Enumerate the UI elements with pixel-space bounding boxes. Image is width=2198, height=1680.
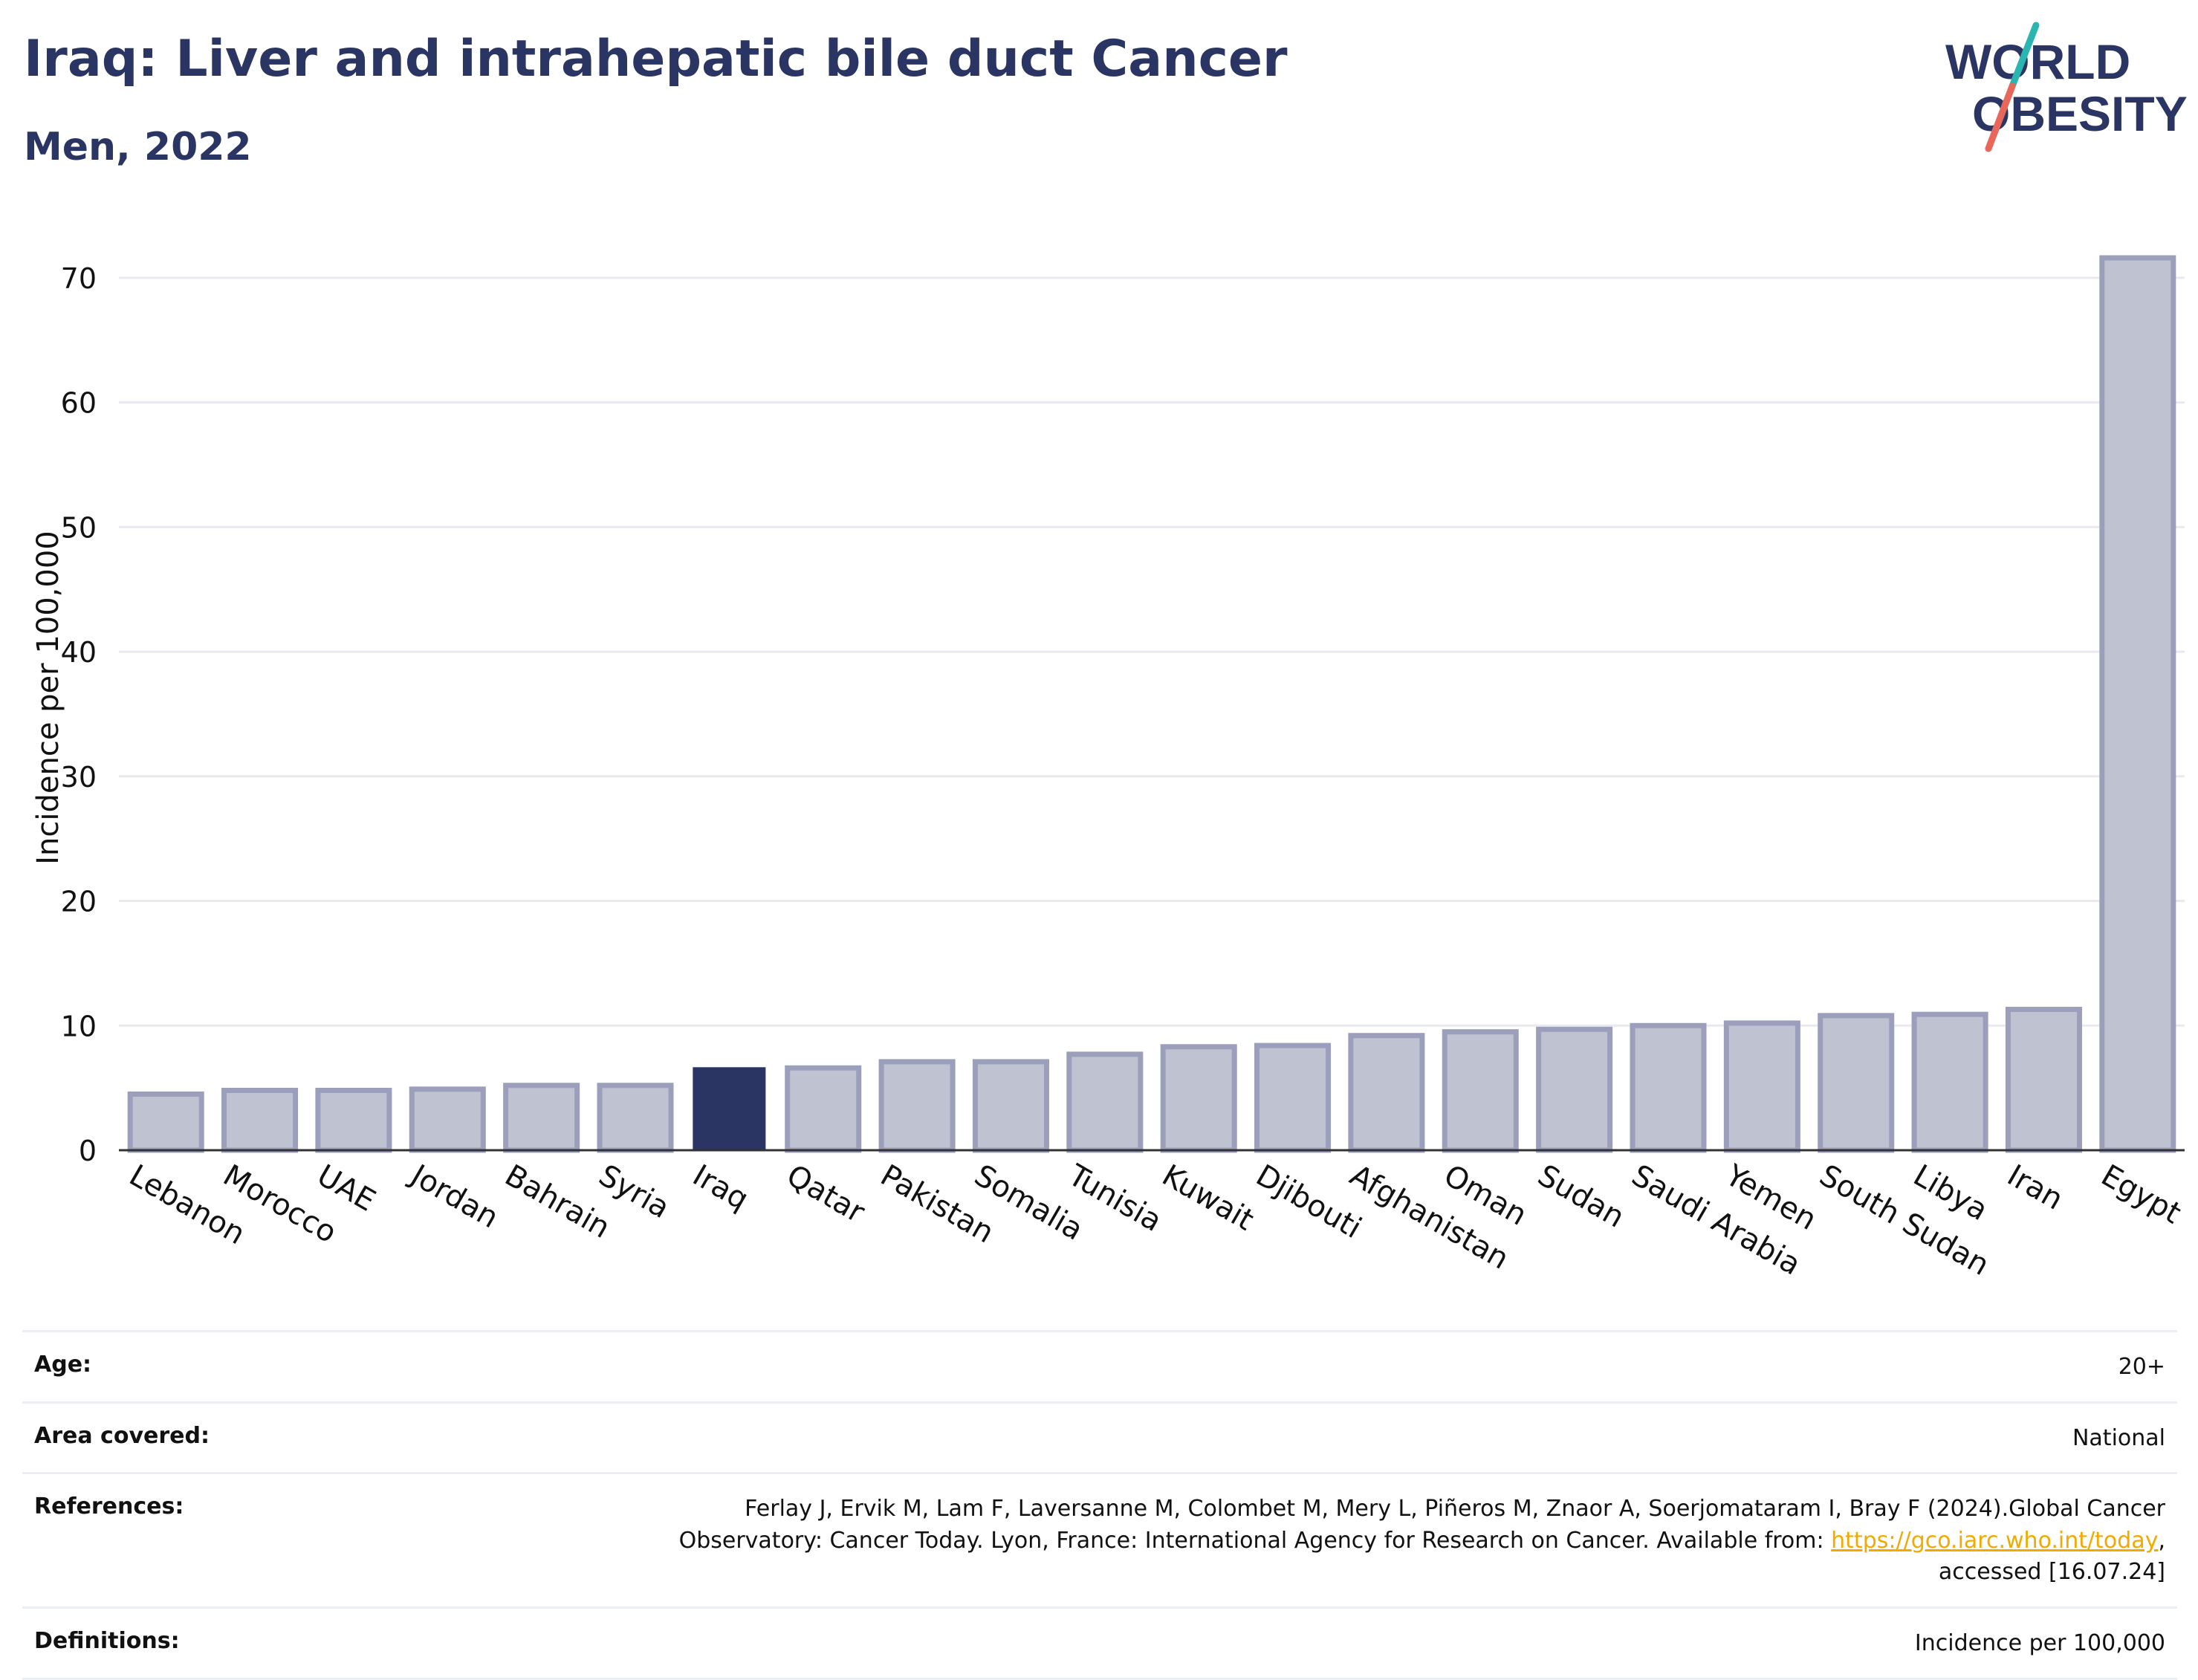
references-line1: Ferlay J, Ervik M, Lam F, Laversanne M, … bbox=[745, 1496, 2165, 1522]
bar-south-sudan bbox=[1818, 1013, 1895, 1153]
bar-yemen bbox=[1723, 1020, 1800, 1153]
area-covered-label: Area covered: bbox=[34, 1422, 210, 1449]
bar-bahrain bbox=[503, 1083, 580, 1153]
grid-lines bbox=[119, 276, 2185, 1027]
bar-egypt bbox=[2099, 255, 2176, 1153]
references-link[interactable]: https://gco.iarc.who.int/today bbox=[1831, 1527, 2159, 1554]
bar-afghanistan bbox=[1348, 1033, 1425, 1153]
age-label: Age: bbox=[34, 1352, 92, 1378]
world-obesity-logo: WORLD OBESITY bbox=[1945, 22, 2188, 152]
y-axis-ticks: 0 10 20 30 40 50 60 70 bbox=[61, 262, 97, 1167]
meta-row-references: References: Ferlay J, Ervik M, Lam F, La… bbox=[22, 1472, 2177, 1606]
bar-libya bbox=[1911, 1011, 1988, 1153]
x-tick-label: Iraq bbox=[687, 1158, 754, 1217]
bar-sudan bbox=[1536, 1026, 1613, 1153]
references-line2-suffix: , bbox=[2158, 1527, 2165, 1554]
meta-row-age: Age: 20+ bbox=[22, 1330, 2177, 1401]
logo-text-world: WORLD bbox=[1945, 34, 2130, 89]
bar-pakistan bbox=[878, 1059, 956, 1153]
chart-subtitle: Men, 2022 bbox=[24, 125, 252, 169]
y-tick-label: 60 bbox=[61, 387, 97, 420]
y-tick-label: 40 bbox=[61, 636, 97, 669]
y-tick-label: 20 bbox=[61, 886, 97, 918]
y-tick-label: 10 bbox=[61, 1010, 97, 1042]
references-value: Ferlay J, Ervik M, Lam F, Laversanne M, … bbox=[679, 1493, 2165, 1589]
references-line3: accessed [16.07.24] bbox=[1938, 1559, 2165, 1586]
area-covered-value: National bbox=[2072, 1424, 2165, 1451]
bars bbox=[127, 255, 2176, 1153]
bar-iran bbox=[2005, 1006, 2082, 1153]
bar-lebanon bbox=[127, 1092, 204, 1153]
bar-saudi-arabia bbox=[1630, 1022, 1707, 1153]
bar-qatar bbox=[785, 1065, 862, 1153]
bar-oman bbox=[1442, 1029, 1519, 1153]
chart-title: Iraq: Liver and intrahepatic bile duct C… bbox=[24, 30, 1288, 88]
x-tick-label: Afghanistan bbox=[1344, 1158, 1514, 1277]
y-tick-label: 30 bbox=[61, 761, 97, 794]
logo-slash-bottom bbox=[1985, 82, 2016, 152]
x-tick-label: Jordan bbox=[403, 1157, 505, 1235]
y-tick-label: 70 bbox=[61, 262, 97, 295]
references-label: References: bbox=[34, 1493, 184, 1520]
x-tick-label: Sudan bbox=[1532, 1158, 1630, 1235]
x-tick-label: Egypt bbox=[2095, 1158, 2187, 1231]
definitions-value: Incidence per 100,000 bbox=[1914, 1629, 2165, 1656]
meta-row-definitions: Definitions: Incidence per 100,000 bbox=[22, 1606, 2177, 1680]
x-tick-label: Qatar bbox=[781, 1158, 871, 1230]
bar-tunisia bbox=[1066, 1051, 1144, 1153]
x-tick-label: Iran bbox=[2001, 1158, 2069, 1217]
y-tick-label: 0 bbox=[79, 1135, 97, 1167]
bar-syria bbox=[597, 1083, 674, 1153]
y-axis-label: Incidence per 100,000 bbox=[31, 531, 65, 865]
x-tick-label: Bahrain bbox=[499, 1158, 616, 1245]
bar-jordan bbox=[409, 1086, 486, 1153]
bar-iraq bbox=[693, 1067, 766, 1152]
bar-djibouti bbox=[1254, 1042, 1332, 1153]
y-tick-label: 50 bbox=[61, 511, 97, 544]
x-tick-label: Djibouti bbox=[1251, 1158, 1367, 1245]
bar-kuwait bbox=[1160, 1044, 1237, 1153]
age-value: 20+ bbox=[2118, 1354, 2165, 1380]
meta-row-area: Area covered: National bbox=[22, 1401, 2177, 1473]
logo-slash-top bbox=[2009, 22, 2040, 90]
metadata-table: Age: 20+ Area covered: National Referenc… bbox=[22, 1330, 2177, 1680]
bar-uae bbox=[315, 1087, 392, 1153]
x-tick-label: Kuwait bbox=[1156, 1158, 1260, 1238]
bar-somalia bbox=[972, 1059, 1049, 1153]
bar-morocco bbox=[221, 1087, 299, 1153]
definitions-label: Definitions: bbox=[34, 1627, 180, 1654]
references-line2-prefix: Observatory: Cancer Today. Lyon, France:… bbox=[678, 1527, 1832, 1554]
